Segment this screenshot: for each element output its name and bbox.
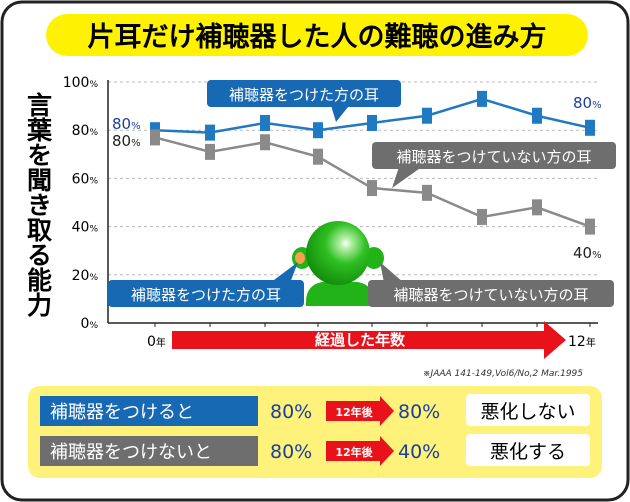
callout-bottom-blue: 補聴器をつけた方の耳 <box>108 262 304 307</box>
summary-result-box <box>466 394 590 426</box>
y-tick-label: 0% <box>81 316 99 332</box>
gray-start-label: 80% <box>112 132 141 150</box>
data-point <box>532 107 542 124</box>
blue-start-label: 80% <box>112 115 141 133</box>
x-end-label: 12年 <box>568 334 596 350</box>
y-tick-labels: 0% 20% 40% 60% 80% 100% <box>63 75 99 332</box>
callout-bottom-blue-text: 補聴器をつけた方の耳 <box>131 286 281 304</box>
y-tick-label: 100% <box>63 75 99 91</box>
data-point <box>313 122 323 139</box>
summary-from: 80% <box>270 441 312 463</box>
summary-result: 悪化しない <box>480 401 575 423</box>
data-point <box>260 114 270 131</box>
summary-to: 80% <box>398 401 440 423</box>
summary-label-box <box>40 436 258 466</box>
data-point <box>585 119 595 136</box>
summary-arrow <box>326 436 394 466</box>
data-point <box>205 124 215 141</box>
callout-top-blue: 補聴器をつけた方の耳 <box>207 80 401 122</box>
data-point <box>477 90 487 107</box>
summary-label: 補聴器をつけると <box>50 402 194 423</box>
gray-end-label: 40% <box>573 244 602 262</box>
data-point <box>260 134 270 151</box>
callout-top-gray: 補聴器をつけていない方の耳 <box>372 142 616 188</box>
data-point <box>367 114 377 131</box>
time-arrow-label: 経過した年数 <box>315 331 406 349</box>
callout-top-gray-text: 補聴器をつけていない方の耳 <box>396 148 591 166</box>
chart-title: 片耳だけ補聴器した人の難聴の進み方 <box>88 21 547 53</box>
summary-arrow <box>326 396 394 426</box>
data-point <box>313 148 323 165</box>
data-point <box>367 180 377 197</box>
y-tick-label: 40% <box>72 220 99 236</box>
callout-bottom-gray: 補聴器をつけていない方の耳 <box>368 262 614 307</box>
y-tick-label: 80% <box>72 123 99 139</box>
summary-label: 補聴器をつけないと <box>50 442 212 463</box>
head-circle <box>306 221 370 285</box>
y-tick-label: 60% <box>72 171 99 187</box>
data-point <box>422 107 432 124</box>
citation: ※JAAA 141-149,Vol6/No,2 Mar.1995 <box>423 369 583 379</box>
summary-to: 40% <box>398 441 440 463</box>
data-point <box>150 129 160 146</box>
blue-end-label: 80% <box>573 94 602 112</box>
summary-result-box <box>466 434 590 466</box>
data-point <box>477 208 487 225</box>
summary-arrow-label: 12年後 <box>335 405 373 419</box>
plot-grid <box>107 80 598 327</box>
callout-bottom-gray-text: 補聴器をつけていない方の耳 <box>393 286 588 304</box>
summary-arrow-label: 12年後 <box>335 445 373 459</box>
y-tick-label: 20% <box>72 268 99 284</box>
data-point <box>532 199 542 216</box>
data-point <box>422 184 432 201</box>
data-point <box>205 143 215 160</box>
summary-result: 悪化する <box>490 441 566 463</box>
title-banner <box>46 14 588 56</box>
body-shape <box>306 282 374 306</box>
series-markers <box>150 90 595 235</box>
summary-label-box <box>40 396 258 426</box>
time-arrow: 経過した年数 <box>172 321 566 359</box>
hearing-aid-icon <box>295 252 305 264</box>
x-start-label: 0年 <box>147 334 166 350</box>
summary-from: 80% <box>270 401 312 423</box>
data-point <box>585 218 595 235</box>
y-axis-label: 言葉を聞き取る能力 <box>24 91 54 318</box>
callout-top-blue-text: 補聴器をつけた方の耳 <box>229 86 379 104</box>
